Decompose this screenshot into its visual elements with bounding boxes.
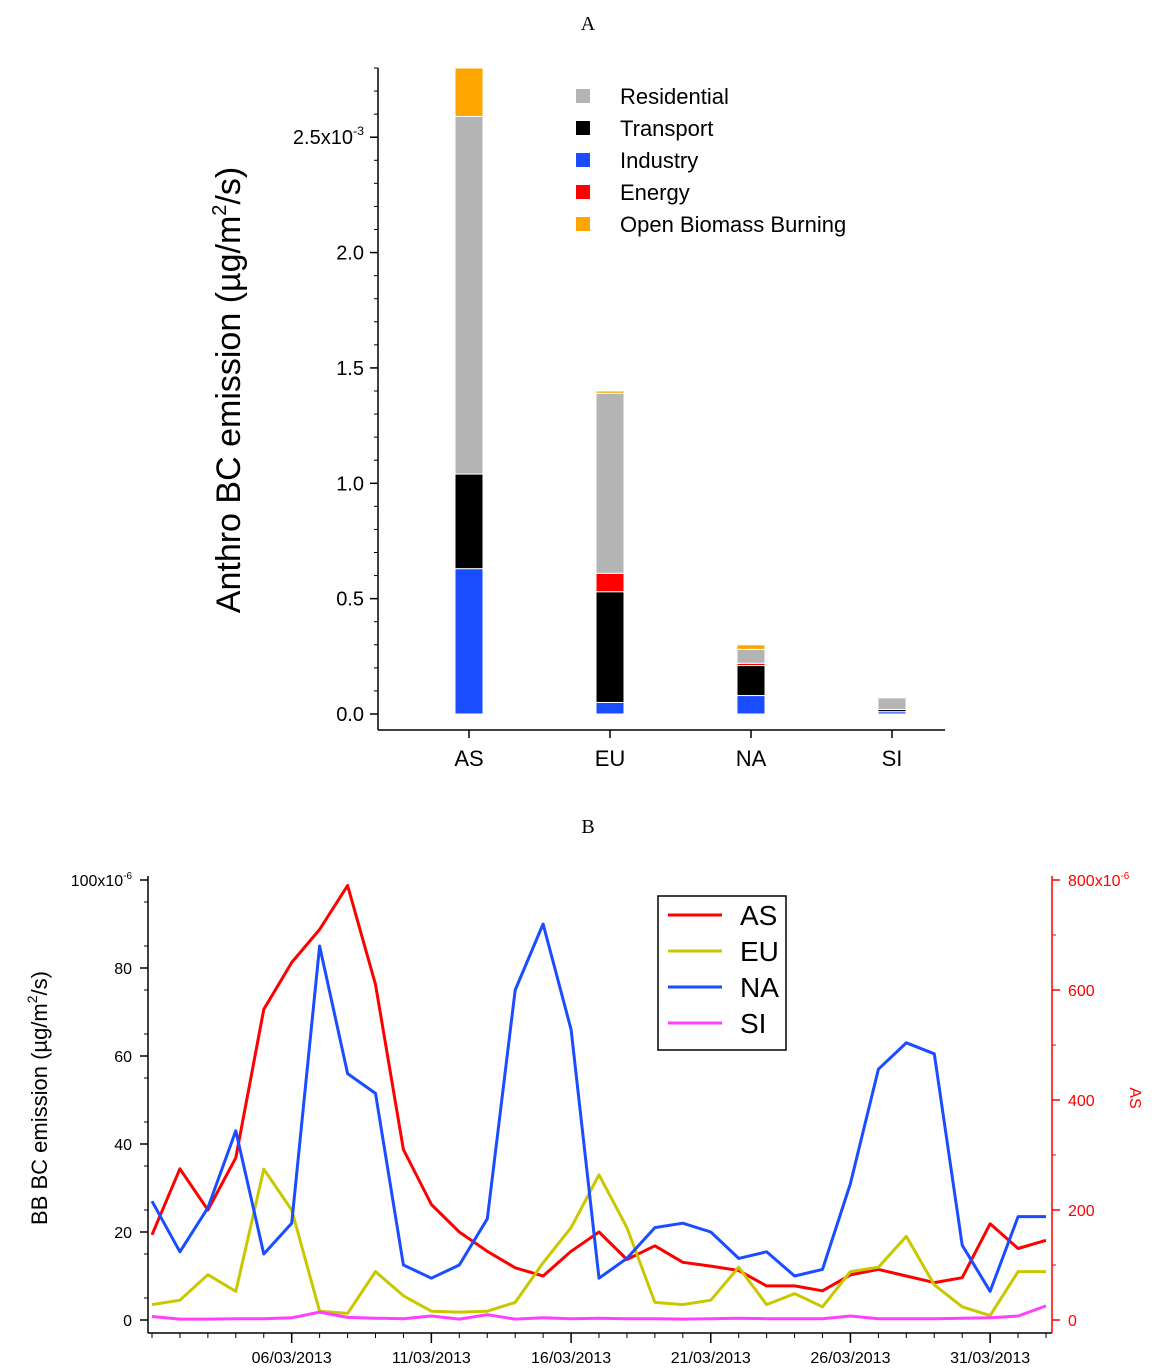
panel-b-ytick-label: 20 — [114, 1225, 132, 1242]
legend-swatch-residential — [576, 89, 590, 103]
series-line-as — [150, 884, 1047, 1293]
panel-b-ytick-label: 60 — [114, 1049, 132, 1066]
panel-b-legend: AS EU NA SI — [657, 895, 787, 1051]
series-line-si — [151, 1304, 1047, 1321]
legend-label-eu: EU — [740, 936, 779, 967]
panel-b-ylabel: BB BC emission (µg/m2/s) — [24, 971, 52, 1225]
panel-b-label: B — [581, 816, 594, 838]
legend-label-as: AS — [740, 900, 777, 931]
legend-swatch-transport — [576, 121, 590, 135]
panel-a-ylabel: Anthro BC emission (µg/m2/s) — [209, 167, 248, 613]
legend-label-si: SI — [740, 1008, 766, 1039]
panel-b-xtick-label: 11/03/2013 — [392, 1350, 471, 1367]
legend-swatch-industry — [576, 153, 590, 167]
legend-label-open-biomass-burning: Open Biomass Burning — [620, 212, 846, 237]
panel-a-label: A — [581, 13, 596, 35]
bar-segment-transport-as — [454, 473, 484, 570]
panel-b: B 0 20 40 60 80 100x10-6 0 200 400 600 800x10-6 06/… — [24, 816, 1143, 1367]
bar-segment-open-biomass-burning-na — [736, 644, 766, 650]
bar-segment-residential-si — [877, 697, 907, 710]
panel-b-xtick-label: 26/03/2013 — [810, 1350, 890, 1367]
panel-b-axes: 0 20 40 60 80 100x10-6 0 200 400 600 800x10-6 06/03… — [71, 871, 1130, 1367]
panel-a-ytick-label: 1.0 — [336, 473, 364, 495]
panel-a-xtick-label: SI — [882, 746, 903, 771]
panel-a-ytick-label: 2.0 — [336, 243, 364, 265]
bar-segment-open-biomass-burning-eu — [595, 390, 625, 394]
legend-label-transport: Transport — [620, 116, 713, 141]
bar-segment-residential-as — [454, 115, 484, 475]
legend-swatch-open-biomass-burning — [576, 217, 590, 231]
panel-a-legend: Residential Transport Industry Energy Open B… — [576, 84, 846, 237]
panel-a-xtick-label: NA — [736, 746, 767, 771]
panel-a-ytick-label: 0.0 — [336, 704, 364, 726]
legend-label-na: NA — [740, 972, 779, 1003]
panel-b-y2tick-label: 600 — [1068, 983, 1095, 1000]
panel-b-xtick-label: 21/03/2013 — [671, 1350, 751, 1367]
bar-segment-residential-eu — [595, 392, 625, 574]
panel-b-ytick-label: 100x10-6 — [71, 871, 133, 890]
bar-segment-industry-na — [736, 695, 766, 715]
panel-b-y2label: AS — [1126, 1087, 1143, 1108]
panel-a-axes: 0.0 0.5 1.0 1.5 2.0 2.5x10-3 AS EU NA SI — [293, 67, 945, 771]
bar-segment-residential-na — [736, 648, 766, 664]
bar-segment-energy-eu — [595, 572, 625, 593]
series-line-eu — [151, 1167, 1046, 1318]
panel-a-xtick-label: AS — [454, 746, 483, 771]
bar-segment-industry-as — [454, 568, 484, 715]
bar-segment-open-biomass-burning-as — [454, 67, 484, 117]
panel-b-ytick-label: 80 — [114, 961, 132, 978]
panel-a-ytick-label: 1.5 — [336, 358, 364, 380]
panel-b-lines — [150, 884, 1047, 1321]
panel-b-xtick-label: 06/03/2013 — [252, 1350, 332, 1367]
panel-b-y2tick-label: 800x10-6 — [1068, 871, 1130, 890]
bar-segment-transport-na — [736, 665, 766, 697]
panel-b-xtick-label: 31/03/2013 — [950, 1350, 1030, 1367]
legend-label-industry: Industry — [620, 148, 698, 173]
panel-a-ytick-label: 2.5x10-3 — [293, 124, 364, 149]
bar-segment-industry-eu — [595, 701, 625, 715]
panel-b-y2tick-label: 0 — [1068, 1313, 1077, 1330]
panel-a-bars — [454, 67, 907, 715]
panel-b-ytick-label: 40 — [114, 1137, 132, 1154]
panel-a-ytick-label: 0.5 — [336, 589, 364, 611]
panel-b-y2tick-label: 400 — [1068, 1093, 1095, 1110]
legend-label-energy: Energy — [620, 180, 690, 205]
legend-label-residential: Residential — [620, 84, 729, 109]
panel-a: A 0.0 0.5 1.0 1.5 2.0 2.5x10-3 AS EU NA SI Reside… — [209, 13, 945, 771]
panel-b-y2tick-label: 200 — [1068, 1203, 1095, 1220]
panel-b-xtick-label: 16/03/2013 — [531, 1350, 611, 1367]
legend-swatch-energy — [576, 185, 590, 199]
bar-segment-transport-eu — [595, 591, 625, 703]
series-line-na — [150, 922, 1046, 1293]
panel-b-ytick-label: 0 — [123, 1313, 132, 1330]
panel-a-xtick-label: EU — [595, 746, 626, 771]
